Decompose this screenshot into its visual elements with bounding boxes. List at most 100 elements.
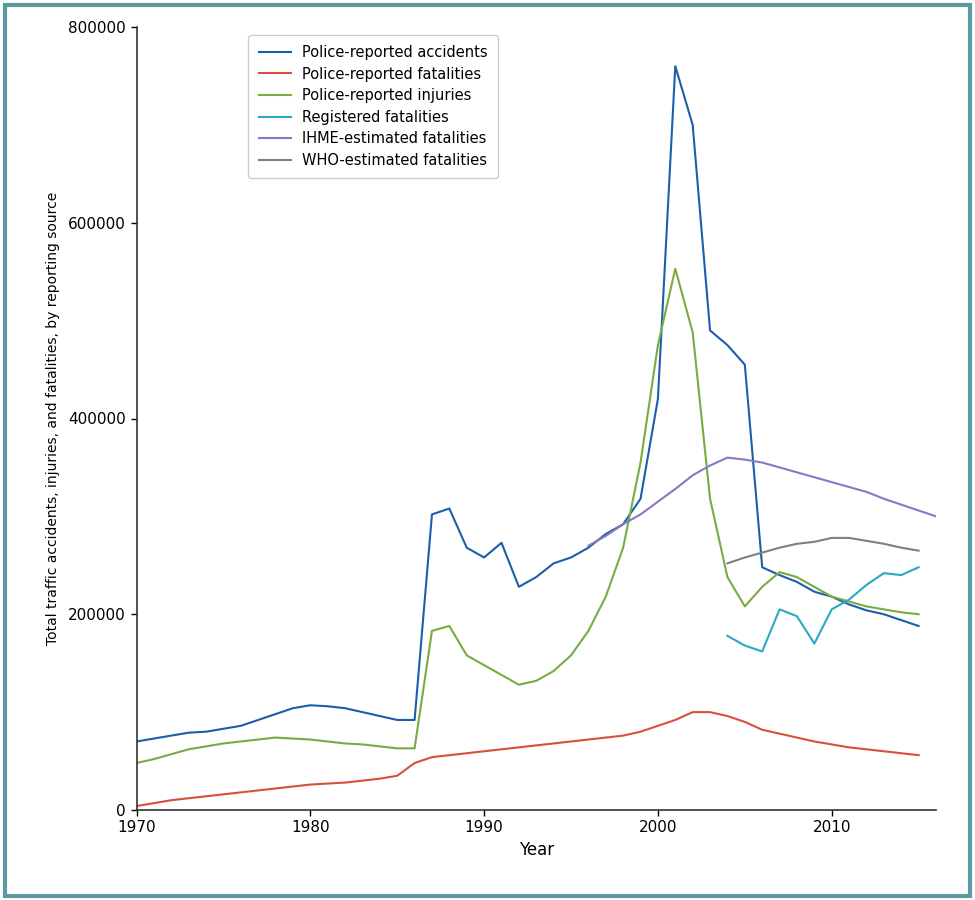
Police-reported accidents — [686, 120, 698, 130]
Police-reported fatalities — [322, 778, 333, 789]
Registered fatalities — [878, 568, 890, 579]
Police-reported injuries — [722, 572, 733, 582]
Police-reported injuries — [566, 650, 577, 661]
Police-reported accidents — [600, 528, 611, 539]
Police-reported injuries — [374, 741, 386, 751]
Police-reported fatalities — [357, 775, 369, 786]
Police-reported fatalities — [391, 770, 403, 781]
IHME-estimated fatalities — [913, 505, 924, 516]
Police-reported injuries — [635, 457, 646, 468]
IHME-estimated fatalities — [826, 477, 838, 488]
IHME-estimated fatalities — [791, 467, 802, 478]
Police-reported accidents — [374, 711, 386, 722]
Police-reported accidents — [791, 577, 802, 588]
Police-reported injuries — [686, 327, 698, 338]
WHO-estimated fatalities — [861, 536, 873, 546]
Police-reported accidents — [530, 572, 542, 582]
Police-reported fatalities — [704, 706, 716, 717]
Y-axis label: Total traffic accidents, injuries, and fatalities, by reporting source: Total traffic accidents, injuries, and f… — [46, 192, 59, 645]
WHO-estimated fatalities — [826, 533, 838, 544]
Police-reported fatalities — [739, 716, 751, 727]
Police-reported accidents — [566, 552, 577, 562]
IHME-estimated fatalities — [878, 493, 890, 504]
Police-reported injuries — [774, 567, 786, 578]
Police-reported injuries — [739, 601, 751, 612]
Police-reported fatalities — [566, 736, 577, 747]
Registered fatalities — [757, 646, 768, 657]
Police-reported accidents — [200, 726, 212, 737]
Police-reported fatalities — [479, 746, 490, 757]
Police-reported injuries — [357, 739, 369, 750]
Line: Police-reported fatalities: Police-reported fatalities — [136, 712, 918, 806]
Police-reported accidents — [757, 562, 768, 572]
Police-reported fatalities — [826, 739, 838, 750]
Registered fatalities — [826, 604, 838, 615]
Police-reported fatalities — [200, 791, 212, 802]
Police-reported accidents — [235, 720, 247, 731]
Police-reported injuries — [235, 736, 247, 747]
IHME-estimated fatalities — [757, 457, 768, 468]
Police-reported accidents — [148, 734, 160, 744]
Police-reported accidents — [670, 61, 682, 72]
IHME-estimated fatalities — [930, 511, 942, 522]
Police-reported fatalities — [617, 730, 629, 741]
Registered fatalities — [774, 604, 786, 615]
Police-reported accidents — [548, 558, 560, 569]
Registered fatalities — [895, 570, 907, 580]
Police-reported fatalities — [461, 748, 473, 759]
Police-reported accidents — [339, 703, 351, 714]
Police-reported accidents — [826, 591, 838, 602]
Police-reported injuries — [757, 581, 768, 592]
Police-reported accidents — [895, 615, 907, 626]
Police-reported fatalities — [757, 724, 768, 735]
Police-reported fatalities — [339, 778, 351, 788]
IHME-estimated fatalities — [686, 470, 698, 481]
Police-reported accidents — [774, 570, 786, 580]
Police-reported accidents — [444, 503, 455, 514]
Registered fatalities — [861, 580, 873, 590]
Police-reported accidents — [304, 700, 316, 711]
Police-reported fatalities — [444, 750, 455, 760]
Police-reported injuries — [409, 742, 420, 753]
WHO-estimated fatalities — [791, 538, 802, 549]
Police-reported fatalities — [304, 779, 316, 790]
Police-reported injuries — [200, 741, 212, 751]
Registered fatalities — [913, 562, 924, 572]
Police-reported injuries — [652, 339, 664, 350]
Legend: Police-reported accidents, Police-reported fatalities, Police-reported injuries,: Police-reported accidents, Police-report… — [249, 35, 498, 178]
IHME-estimated fatalities — [617, 518, 629, 529]
Police-reported accidents — [635, 493, 646, 504]
Police-reported fatalities — [913, 750, 924, 760]
Police-reported injuries — [617, 543, 629, 553]
Police-reported injuries — [217, 738, 229, 749]
Police-reported fatalities — [287, 781, 298, 792]
IHME-estimated fatalities — [670, 483, 682, 494]
Police-reported fatalities — [548, 738, 560, 749]
WHO-estimated fatalities — [895, 543, 907, 553]
Police-reported injuries — [530, 675, 542, 686]
Police-reported fatalities — [843, 742, 855, 752]
Police-reported injuries — [322, 736, 333, 747]
Police-reported injuries — [861, 601, 873, 612]
IHME-estimated fatalities — [635, 509, 646, 520]
Police-reported accidents — [513, 581, 525, 592]
Police-reported accidents — [426, 509, 438, 520]
Police-reported injuries — [808, 581, 820, 592]
Police-reported fatalities — [791, 733, 802, 743]
Police-reported injuries — [270, 733, 282, 743]
Police-reported fatalities — [495, 744, 507, 755]
Police-reported fatalities — [426, 752, 438, 762]
Police-reported injuries — [166, 749, 177, 760]
Line: IHME-estimated fatalities: IHME-estimated fatalities — [588, 457, 936, 545]
Registered fatalities — [722, 630, 733, 641]
Police-reported accidents — [582, 543, 594, 553]
Registered fatalities — [808, 638, 820, 649]
Police-reported fatalities — [686, 706, 698, 717]
IHME-estimated fatalities — [722, 452, 733, 463]
Police-reported fatalities — [182, 793, 194, 804]
Police-reported accidents — [131, 736, 142, 747]
Line: Police-reported injuries: Police-reported injuries — [136, 269, 918, 763]
Police-reported injuries — [391, 742, 403, 753]
Police-reported injuries — [148, 753, 160, 764]
WHO-estimated fatalities — [913, 545, 924, 556]
